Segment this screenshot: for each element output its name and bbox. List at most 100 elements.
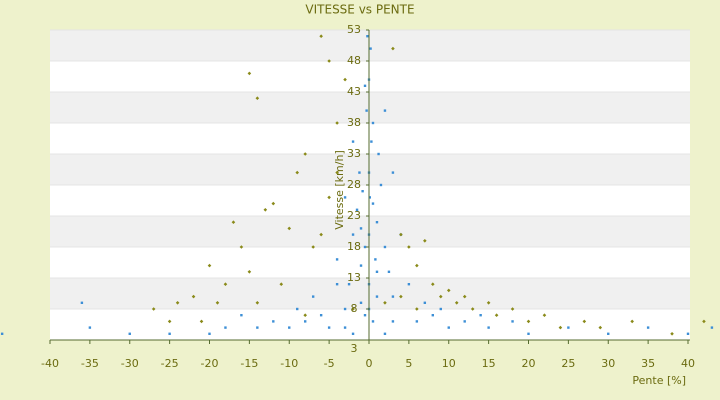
point bbox=[363, 245, 367, 249]
point bbox=[368, 196, 371, 199]
point bbox=[399, 232, 403, 237]
point bbox=[567, 326, 570, 329]
point bbox=[415, 307, 419, 311]
point bbox=[359, 301, 363, 304]
point bbox=[80, 301, 84, 304]
point bbox=[327, 326, 331, 329]
chart-title: VITESSE vs PENTE bbox=[305, 3, 414, 17]
point bbox=[383, 332, 387, 335]
point bbox=[351, 140, 355, 143]
point bbox=[383, 245, 387, 249]
point bbox=[686, 332, 690, 335]
point bbox=[175, 301, 180, 305]
point bbox=[319, 314, 323, 317]
point bbox=[358, 171, 361, 174]
point bbox=[335, 283, 339, 286]
grid-band bbox=[50, 216, 690, 247]
point bbox=[359, 264, 363, 267]
point bbox=[463, 320, 466, 323]
point bbox=[438, 294, 443, 299]
point bbox=[415, 320, 419, 323]
y-tick-label: 8 bbox=[351, 302, 358, 315]
point bbox=[343, 326, 347, 329]
x-tick-label: -30 bbox=[121, 357, 139, 370]
y-tick-label: 23 bbox=[347, 209, 361, 222]
point bbox=[311, 245, 315, 249]
point bbox=[223, 282, 228, 286]
point bbox=[247, 270, 252, 274]
point bbox=[327, 59, 331, 63]
point bbox=[240, 314, 243, 317]
point bbox=[383, 301, 387, 305]
point bbox=[423, 239, 427, 243]
point bbox=[487, 326, 490, 329]
point bbox=[375, 270, 379, 273]
point bbox=[343, 196, 347, 199]
point bbox=[351, 307, 355, 311]
point bbox=[391, 295, 395, 298]
point bbox=[446, 288, 451, 293]
point bbox=[391, 46, 395, 51]
point bbox=[335, 170, 339, 175]
point bbox=[379, 183, 383, 187]
point bbox=[375, 295, 379, 298]
y-tick-label: 48 bbox=[347, 54, 361, 67]
point bbox=[479, 314, 482, 317]
y-tick-label: 38 bbox=[347, 116, 361, 129]
point bbox=[167, 319, 172, 324]
point bbox=[295, 170, 300, 175]
point bbox=[255, 301, 260, 305]
point bbox=[670, 332, 674, 336]
point bbox=[375, 221, 379, 224]
x-tick-label: 15 bbox=[482, 357, 496, 370]
point bbox=[319, 232, 323, 237]
point bbox=[387, 270, 391, 273]
point bbox=[255, 96, 260, 100]
point bbox=[224, 326, 227, 329]
point bbox=[383, 109, 387, 112]
point bbox=[407, 283, 411, 286]
point bbox=[319, 34, 323, 38]
point bbox=[370, 140, 373, 143]
point bbox=[447, 326, 450, 329]
point bbox=[454, 301, 459, 305]
point bbox=[256, 326, 259, 329]
y-tick-label: 33 bbox=[347, 147, 361, 160]
x-tick-label: 25 bbox=[561, 357, 575, 370]
point bbox=[399, 294, 403, 299]
x-tick-label: -40 bbox=[41, 357, 59, 370]
point bbox=[391, 171, 395, 174]
point bbox=[361, 190, 364, 193]
x-tick-label: 5 bbox=[405, 357, 412, 370]
point bbox=[630, 319, 634, 324]
point bbox=[271, 201, 276, 206]
point bbox=[607, 332, 610, 335]
point bbox=[303, 152, 307, 156]
point bbox=[486, 301, 491, 305]
point bbox=[363, 84, 367, 87]
point bbox=[343, 307, 347, 311]
x-tick-label: -10 bbox=[280, 357, 298, 370]
point bbox=[470, 307, 475, 311]
point bbox=[239, 245, 244, 249]
point bbox=[374, 258, 377, 261]
point bbox=[231, 220, 236, 224]
point bbox=[415, 263, 419, 268]
point bbox=[296, 307, 299, 311]
x-tick-label: -20 bbox=[201, 357, 219, 370]
point bbox=[347, 283, 351, 286]
point bbox=[363, 314, 367, 317]
point bbox=[288, 326, 291, 329]
x-tick-label: -5 bbox=[324, 357, 335, 370]
point bbox=[279, 282, 284, 286]
point bbox=[88, 326, 92, 329]
point bbox=[303, 313, 307, 317]
grid-band bbox=[50, 30, 690, 61]
x-tick-label: 10 bbox=[442, 357, 456, 370]
point bbox=[351, 233, 355, 236]
point bbox=[359, 227, 363, 230]
y-tick-label: 28 bbox=[347, 178, 361, 191]
point bbox=[335, 258, 339, 261]
point bbox=[511, 320, 514, 323]
x-tick-label: -25 bbox=[161, 357, 179, 370]
